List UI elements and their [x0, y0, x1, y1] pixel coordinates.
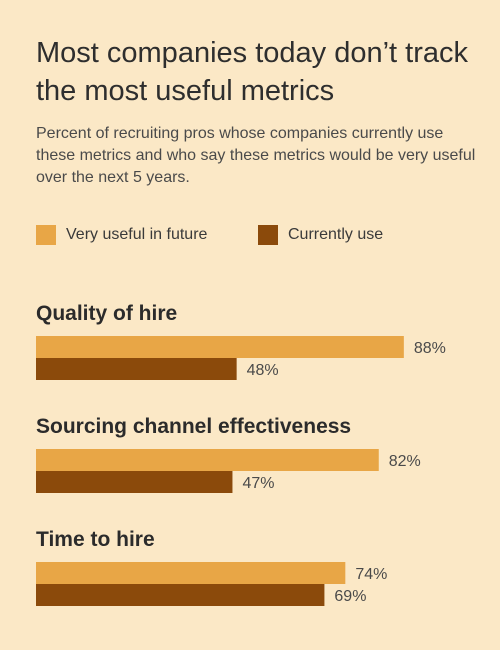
legend-swatch-currently-use	[258, 225, 278, 245]
legend-swatch-very-useful	[36, 225, 56, 245]
value-label-time-to-hire-currently-use: 69%	[334, 588, 366, 605]
bar-sourcing-channel-effectiveness-very-useful-in-future	[36, 449, 379, 471]
legend-label-currently-use: Currently use	[288, 226, 384, 243]
bar-chart: Quality of hire 88% 48% Sourcing channel ef…	[36, 302, 446, 606]
legend-item-very-useful: Very useful in future	[36, 224, 207, 246]
category-label-sourcing-channel-effectiveness: Sourcing channel effectiveness	[36, 415, 351, 438]
legend-item-currently-use: Currently use	[258, 224, 383, 246]
legend-label-very-useful: Very useful in future	[66, 226, 208, 243]
bar-time-to-hire-very-useful-in-future	[36, 562, 346, 584]
category-label-quality-of-hire: Quality of hire	[36, 302, 177, 325]
bar-quality-of-hire-very-useful-in-future	[36, 336, 404, 358]
legend: Very useful in future Currently use	[36, 224, 476, 246]
chart-subtitle: Percent of recruiting pros whose compani…	[36, 125, 476, 186]
value-label-quality-of-hire-currently-use: 48%	[247, 362, 279, 379]
value-label-quality-of-hire-very-useful-in-future: 88%	[414, 340, 446, 357]
value-label-sourcing-channel-effectiveness-very-useful-in-future: 82%	[389, 453, 421, 470]
bar-quality-of-hire-currently-use	[36, 358, 237, 380]
bar-sourcing-channel-effectiveness-currently-use	[36, 471, 233, 493]
value-label-time-to-hire-very-useful-in-future: 74%	[355, 566, 387, 583]
bar-time-to-hire-currently-use	[36, 584, 325, 606]
chart-title: Most companies today don’t track the mos…	[36, 37, 468, 107]
category-label-time-to-hire: Time to hire	[36, 528, 155, 551]
value-label-sourcing-channel-effectiveness-currently-use: 47%	[242, 475, 274, 492]
